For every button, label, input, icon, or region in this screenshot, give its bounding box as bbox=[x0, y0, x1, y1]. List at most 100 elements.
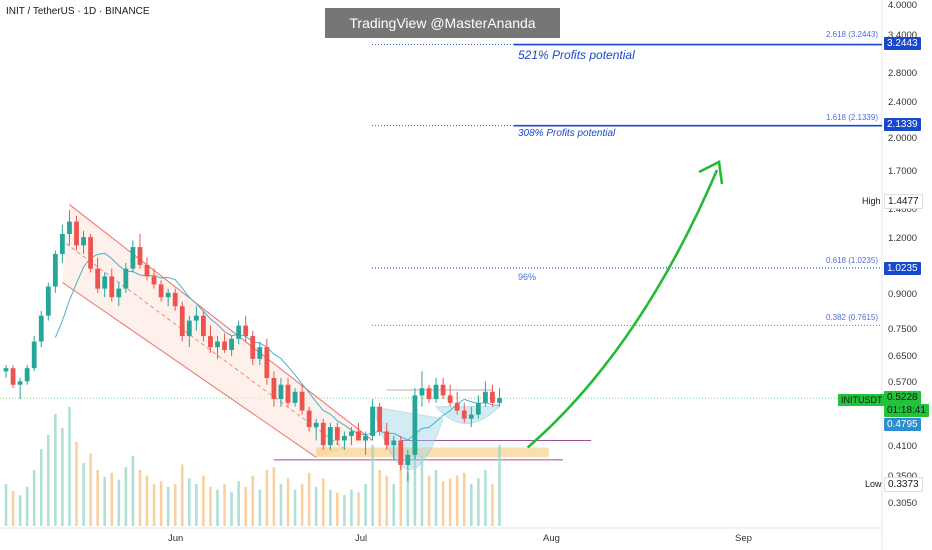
y-tick-1700: 1.7000 bbox=[888, 166, 918, 177]
candle-body-52 bbox=[370, 406, 375, 436]
candle-body-51 bbox=[363, 435, 368, 441]
y-tick-0650: 0.6500 bbox=[888, 351, 918, 362]
symbol-label: INITUSDT bbox=[838, 394, 886, 406]
candle-body-28 bbox=[201, 315, 206, 337]
candle-body-32 bbox=[229, 338, 234, 351]
price-tag-ma: 0.4795 bbox=[884, 418, 921, 431]
y-tick-2800: 2.8000 bbox=[888, 68, 918, 79]
candle-body-44 bbox=[313, 422, 319, 428]
candle-body-13 bbox=[95, 268, 101, 289]
volume-bar-44 bbox=[314, 486, 318, 526]
channel-lower-line bbox=[62, 281, 317, 458]
volume-bar-5 bbox=[39, 449, 43, 526]
y-tick-3400: 3.4000 bbox=[888, 30, 918, 41]
fib-1618-label: 1.618 (2.1339) bbox=[825, 113, 878, 122]
price-tag-2618: 3.2443 bbox=[884, 37, 921, 50]
price-tag-1618: 2.1339 bbox=[884, 118, 921, 131]
candle-body-12 bbox=[88, 237, 93, 269]
candle-body-40 bbox=[285, 384, 291, 403]
candle-body-1 bbox=[10, 368, 16, 385]
candle-body-31 bbox=[222, 341, 227, 351]
candle-body-5 bbox=[38, 315, 44, 342]
volume-bar-11 bbox=[82, 463, 85, 526]
x-label-jun: Jun bbox=[168, 533, 184, 544]
fib-2618-label: 2.618 (3.2443) bbox=[825, 30, 878, 39]
candle-body-50 bbox=[356, 431, 361, 441]
candle-body-3 bbox=[24, 368, 30, 382]
volume-bar-47 bbox=[336, 492, 339, 526]
volume-bar-3 bbox=[25, 486, 29, 526]
volume-bar-30 bbox=[216, 489, 219, 526]
volume-bar-15 bbox=[110, 472, 114, 526]
price-tag-current: 0.5228 bbox=[884, 391, 921, 404]
volume-bar-58 bbox=[413, 439, 417, 526]
candle-body-68 bbox=[483, 391, 488, 403]
candle-body-22 bbox=[158, 284, 164, 298]
volume-bar-35 bbox=[251, 475, 255, 526]
candle-body-47 bbox=[334, 427, 340, 441]
candle-body-57 bbox=[405, 454, 411, 465]
candle-body-23 bbox=[165, 292, 171, 298]
volume-bar-33 bbox=[237, 481, 240, 526]
volume-bar-69 bbox=[491, 484, 494, 526]
candle-body-59 bbox=[419, 388, 425, 396]
candle-body-37 bbox=[264, 347, 270, 378]
volume-bar-48 bbox=[343, 495, 346, 526]
volume-bar-41 bbox=[293, 489, 297, 526]
x-label-aug: Aug bbox=[543, 533, 560, 544]
volume-bar-45 bbox=[321, 478, 325, 526]
volume-bar-49 bbox=[350, 489, 353, 526]
candle-body-15 bbox=[109, 276, 115, 298]
volume-bar-23 bbox=[166, 486, 170, 526]
y-tick-0900: 0.9000 bbox=[888, 289, 918, 300]
candle-body-45 bbox=[320, 422, 326, 446]
candle-body-41 bbox=[292, 391, 298, 403]
candle-body-8 bbox=[60, 233, 65, 254]
volume-bar-7 bbox=[54, 414, 57, 526]
volume-bar-39 bbox=[279, 484, 283, 526]
candle-body-7 bbox=[52, 253, 58, 287]
fib-0382-label: 0.382 (0.7615) bbox=[825, 313, 878, 322]
candle-body-53 bbox=[377, 406, 383, 432]
y-tick-1200: 1.2000 bbox=[888, 233, 918, 244]
volume-bar-66 bbox=[470, 484, 473, 526]
volume-bar-65 bbox=[462, 472, 466, 526]
candle-body-55 bbox=[391, 440, 397, 446]
volume-bar-63 bbox=[448, 478, 452, 526]
candle-body-42 bbox=[299, 391, 305, 411]
y-tick-2000: 2.0000 bbox=[888, 133, 918, 144]
volume-bar-54 bbox=[385, 475, 388, 526]
candle-body-67 bbox=[475, 402, 481, 415]
volume-bar-2 bbox=[18, 495, 22, 526]
volume-bar-53 bbox=[378, 470, 381, 526]
candle-body-39 bbox=[278, 384, 284, 400]
channel-upper-line bbox=[69, 204, 373, 441]
volume-bar-6 bbox=[47, 435, 50, 526]
candle-body-48 bbox=[342, 435, 347, 441]
y-tick-0410: 0.4100 bbox=[888, 441, 918, 452]
cup-large bbox=[372, 406, 444, 470]
candle-body-36 bbox=[257, 347, 263, 359]
candle-body-60 bbox=[426, 388, 432, 400]
volume-bar-0 bbox=[4, 484, 8, 526]
candle-body-34 bbox=[243, 325, 249, 337]
volume-bar-4 bbox=[32, 470, 36, 526]
candle-body-6 bbox=[45, 286, 51, 316]
candle-body-35 bbox=[250, 336, 256, 359]
volume-bar-10 bbox=[75, 442, 78, 526]
y-tick-2400: 2.4000 bbox=[888, 97, 918, 108]
candle-body-19 bbox=[137, 247, 143, 265]
candle-body-9 bbox=[67, 221, 72, 234]
candle-body-14 bbox=[102, 276, 108, 289]
candle-body-49 bbox=[349, 431, 354, 436]
candle-body-4 bbox=[31, 341, 37, 369]
volume-bar-62 bbox=[441, 481, 445, 526]
chart-title: INIT / TetherUS · 1D · BINANCE bbox=[6, 6, 150, 17]
volume-bar-9 bbox=[68, 407, 71, 526]
volume-bar-1 bbox=[11, 491, 15, 526]
fib-0618-label: 0.618 (1.0235) bbox=[825, 256, 878, 265]
volume-bar-60 bbox=[427, 475, 431, 526]
volume-bar-29 bbox=[209, 486, 212, 526]
